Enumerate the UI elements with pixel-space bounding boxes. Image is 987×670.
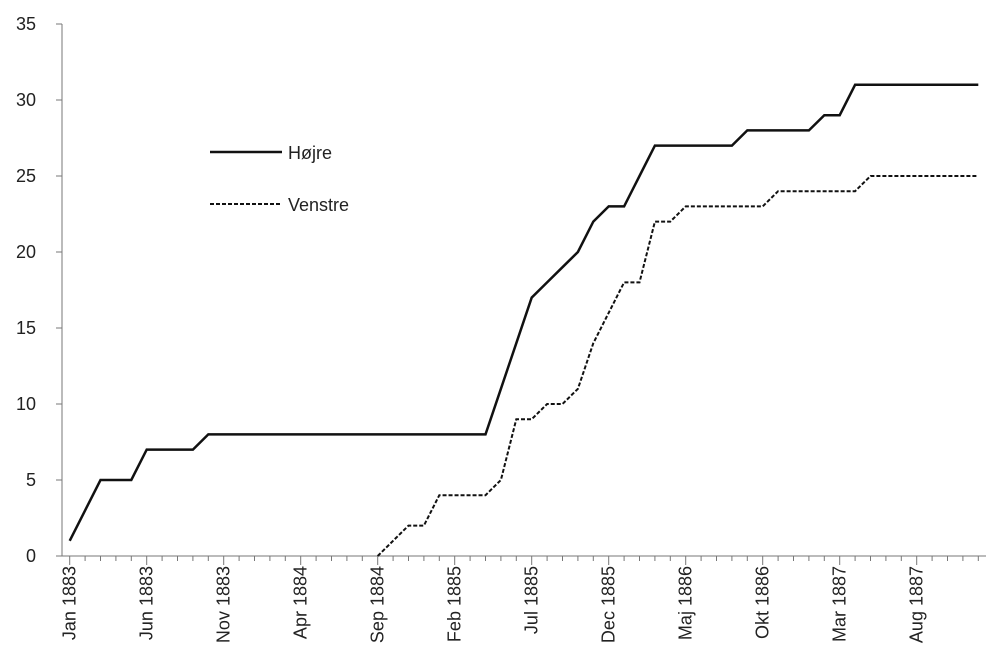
x-tick-label: Mar 1887 — [830, 566, 850, 642]
series-line — [376, 175, 979, 557]
legend-label: Venstre — [288, 195, 349, 215]
y-tick-label: 15 — [16, 318, 36, 338]
y-tick-label: 20 — [16, 242, 36, 262]
y-tick-label: 10 — [16, 394, 36, 414]
x-tick-label: Aug 1887 — [907, 566, 927, 643]
x-tick-label: Nov 1883 — [214, 566, 234, 643]
series-line — [68, 83, 979, 542]
y-tick-label: 0 — [26, 546, 36, 566]
x-tick-label: Feb 1885 — [445, 566, 465, 642]
x-tick-label: Dec 1885 — [599, 566, 619, 643]
x-tick-label: Okt 1886 — [753, 566, 773, 639]
x-tick-label: Sep 1884 — [368, 566, 388, 643]
x-tick-label: Maj 1886 — [676, 566, 696, 640]
y-tick-label: 35 — [16, 14, 36, 34]
y-tick-label: 30 — [16, 90, 36, 110]
x-tick-label: Jun 1883 — [137, 566, 157, 640]
x-tick-label: Apr 1884 — [291, 566, 311, 639]
x-tick-label: Jan 1883 — [60, 566, 80, 640]
y-tick-label: 5 — [26, 470, 36, 490]
legend-label: Højre — [288, 143, 332, 163]
y-tick-label: 25 — [16, 166, 36, 186]
x-tick-label: Jul 1885 — [522, 566, 542, 634]
